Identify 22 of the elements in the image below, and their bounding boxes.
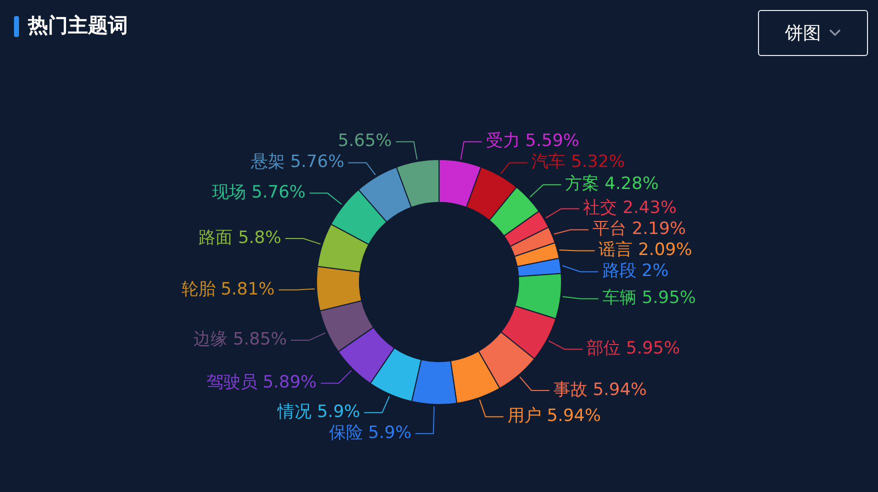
slice-label: 事故 5.94% [553, 380, 647, 400]
slice-label: 部位 5.95% [586, 338, 680, 359]
slice-label: 用户 5.94% [507, 406, 601, 426]
slice-label: 社交 2.43% [583, 198, 677, 218]
slice-label: 汽车 5.32% [532, 152, 626, 172]
slice-label: 方案 4.28% [565, 174, 659, 194]
slice-label: 现场 5.76% [212, 182, 306, 203]
slice-label: 情况 5.9% [276, 402, 360, 422]
slice-label: 边缘 5.85% [194, 330, 287, 350]
slice-label: 路面 5.8% [198, 228, 282, 248]
slice-label: 驾驶员 5.89% [206, 372, 317, 393]
text: 饼图 [785, 22, 821, 45]
slice-label: 悬架 5.76% [250, 152, 344, 172]
data-label: 5.65% [338, 131, 392, 152]
slice-label: 受力 5.59% [486, 131, 580, 152]
slice-label: 路段 2% [602, 261, 669, 282]
chart-title: 热门主题词 [28, 12, 128, 39]
slice-label: 车辆 5.95% [602, 288, 696, 308]
slice-label: 平台 2.19% [592, 219, 686, 240]
slice-label: 保险 5.9% [328, 423, 412, 444]
slice-label: 轮胎 5.81% [181, 279, 275, 300]
slice-label: 谣言 2.09% [598, 240, 692, 260]
